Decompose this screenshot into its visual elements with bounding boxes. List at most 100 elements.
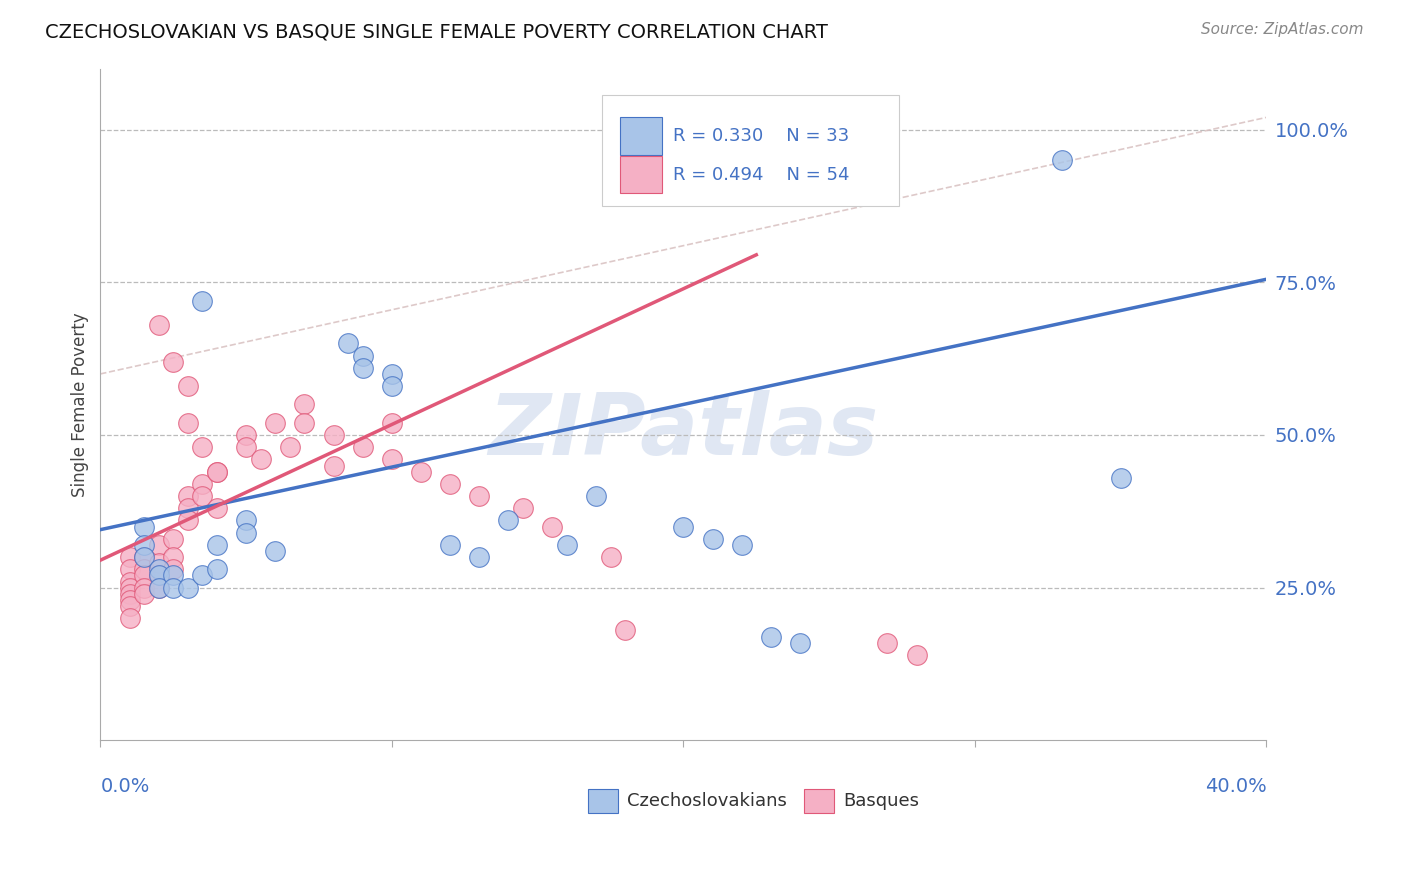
Point — [177, 581, 200, 595]
Point — [132, 550, 155, 565]
Point — [191, 440, 214, 454]
Point — [381, 379, 404, 393]
Point — [249, 452, 271, 467]
Point — [162, 562, 184, 576]
Point — [162, 354, 184, 368]
Point — [352, 360, 374, 375]
Point — [1052, 153, 1074, 168]
Point — [235, 428, 257, 442]
Point — [118, 581, 141, 595]
FancyBboxPatch shape — [804, 789, 834, 813]
Point — [148, 581, 170, 595]
Point — [278, 440, 301, 454]
Point — [191, 568, 214, 582]
Point — [148, 318, 170, 332]
Point — [876, 635, 898, 649]
Point — [439, 476, 461, 491]
Point — [235, 514, 257, 528]
Point — [789, 635, 811, 649]
Point — [235, 525, 257, 540]
Point — [468, 489, 491, 503]
Point — [148, 562, 170, 576]
Point — [294, 397, 316, 411]
Point — [205, 465, 228, 479]
Point — [132, 538, 155, 552]
Point — [118, 587, 141, 601]
Text: 0.0%: 0.0% — [100, 777, 149, 797]
FancyBboxPatch shape — [588, 789, 619, 813]
Point — [177, 489, 200, 503]
Point — [498, 514, 520, 528]
Point — [352, 349, 374, 363]
Point — [205, 501, 228, 516]
Point — [322, 458, 344, 473]
Point — [191, 476, 214, 491]
Point — [132, 562, 155, 576]
Text: R = 0.494    N = 54: R = 0.494 N = 54 — [673, 166, 849, 184]
Point — [118, 593, 141, 607]
Point — [599, 550, 621, 565]
Point — [162, 581, 184, 595]
Point — [731, 538, 754, 552]
Point — [132, 568, 155, 582]
Point — [132, 581, 155, 595]
Point — [205, 538, 228, 552]
Point — [468, 550, 491, 565]
Point — [322, 428, 344, 442]
Point — [1109, 471, 1132, 485]
Point — [264, 544, 287, 558]
Point — [555, 538, 578, 552]
Point — [177, 514, 200, 528]
Point — [759, 630, 782, 644]
Point — [132, 550, 155, 565]
Point — [205, 562, 228, 576]
Point — [148, 568, 170, 582]
Point — [512, 501, 534, 516]
Point — [162, 550, 184, 565]
Point — [541, 519, 564, 533]
Point — [191, 489, 214, 503]
Point — [177, 501, 200, 516]
Point — [337, 336, 360, 351]
Point — [294, 416, 316, 430]
Point — [118, 611, 141, 625]
Point — [118, 599, 141, 613]
FancyBboxPatch shape — [620, 117, 662, 154]
Text: CZECHOSLOVAKIAN VS BASQUE SINGLE FEMALE POVERTY CORRELATION CHART: CZECHOSLOVAKIAN VS BASQUE SINGLE FEMALE … — [45, 22, 828, 41]
Point — [118, 574, 141, 589]
Text: R = 0.330    N = 33: R = 0.330 N = 33 — [673, 127, 849, 145]
Point — [162, 532, 184, 546]
Point — [352, 440, 374, 454]
Point — [118, 562, 141, 576]
Point — [235, 440, 257, 454]
Point — [132, 519, 155, 533]
Text: 40.0%: 40.0% — [1205, 777, 1267, 797]
Point — [439, 538, 461, 552]
Point — [205, 465, 228, 479]
Point — [702, 532, 724, 546]
Point — [264, 416, 287, 430]
FancyBboxPatch shape — [620, 156, 662, 194]
Text: Source: ZipAtlas.com: Source: ZipAtlas.com — [1201, 22, 1364, 37]
Point — [381, 367, 404, 381]
Point — [177, 379, 200, 393]
Point — [614, 624, 637, 638]
Text: Basques: Basques — [844, 792, 920, 810]
Point — [191, 293, 214, 308]
Point — [409, 465, 432, 479]
FancyBboxPatch shape — [602, 95, 900, 206]
Text: ZIPatlas: ZIPatlas — [488, 390, 879, 473]
Point — [905, 648, 928, 662]
Point — [118, 550, 141, 565]
Point — [177, 416, 200, 430]
Point — [162, 568, 184, 582]
Point — [132, 587, 155, 601]
Point — [381, 416, 404, 430]
Point — [148, 568, 170, 582]
Point — [148, 581, 170, 595]
Y-axis label: Single Female Poverty: Single Female Poverty — [72, 312, 89, 497]
Point — [148, 538, 170, 552]
Point — [381, 452, 404, 467]
Point — [148, 556, 170, 570]
Text: Czechoslovakians: Czechoslovakians — [627, 792, 787, 810]
